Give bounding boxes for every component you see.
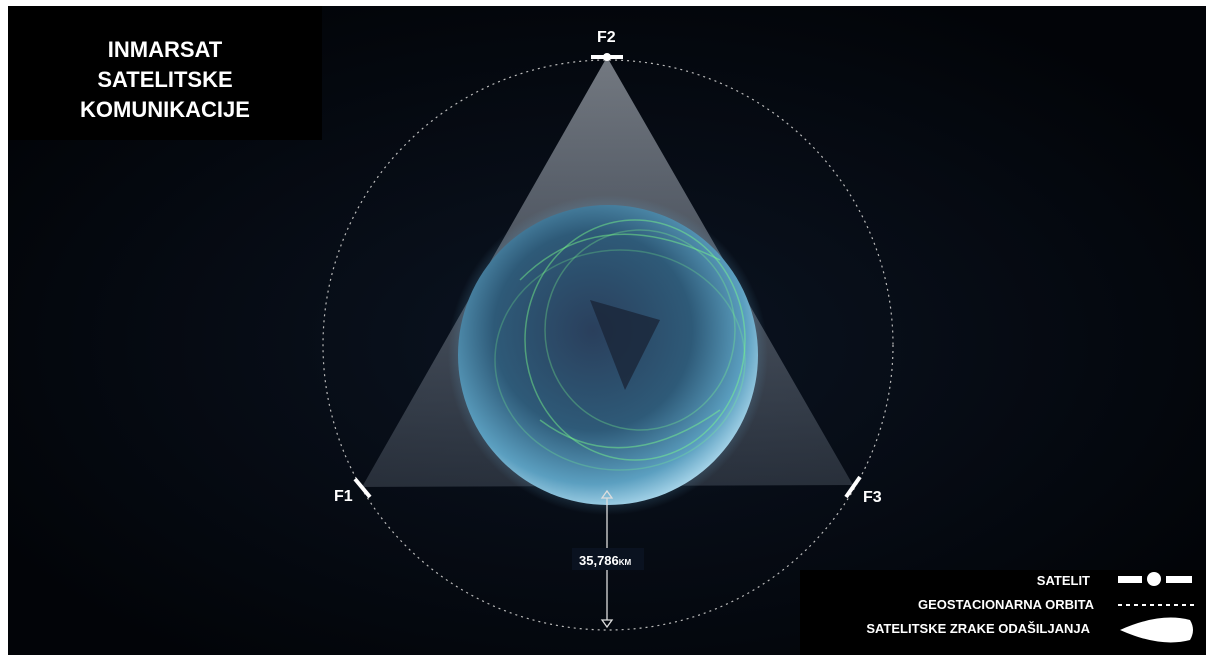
- satellite-label: F1: [334, 488, 353, 505]
- legend-label: GEOSTACIONARNA ORBITA: [918, 597, 1095, 612]
- earth: [458, 205, 758, 505]
- legend-box: [800, 570, 1206, 655]
- landmass: [590, 300, 660, 390]
- title-line: SATELITSKE: [97, 67, 232, 92]
- satellite-label: F2: [597, 29, 616, 46]
- title-box: [8, 6, 322, 140]
- distance-label: 35,786KM: [579, 553, 632, 568]
- legend-label: SATELITSKE ZRAKE ODAŠILJANJA: [866, 621, 1090, 636]
- legend-label: SATELIT: [1037, 573, 1090, 588]
- distance-unit: KM: [619, 558, 632, 567]
- legend-symbols: [1118, 572, 1194, 643]
- orbit: [322, 59, 894, 631]
- satellite-body: [603, 53, 611, 61]
- title-line: INMARSAT: [108, 37, 223, 62]
- earth-traffic: [494, 219, 746, 471]
- distance-label-bg: [572, 548, 644, 570]
- satellite-label: F3: [863, 489, 882, 506]
- title-line: KOMUNIKACIJE: [80, 97, 250, 122]
- distance-number: 35,786: [579, 553, 619, 568]
